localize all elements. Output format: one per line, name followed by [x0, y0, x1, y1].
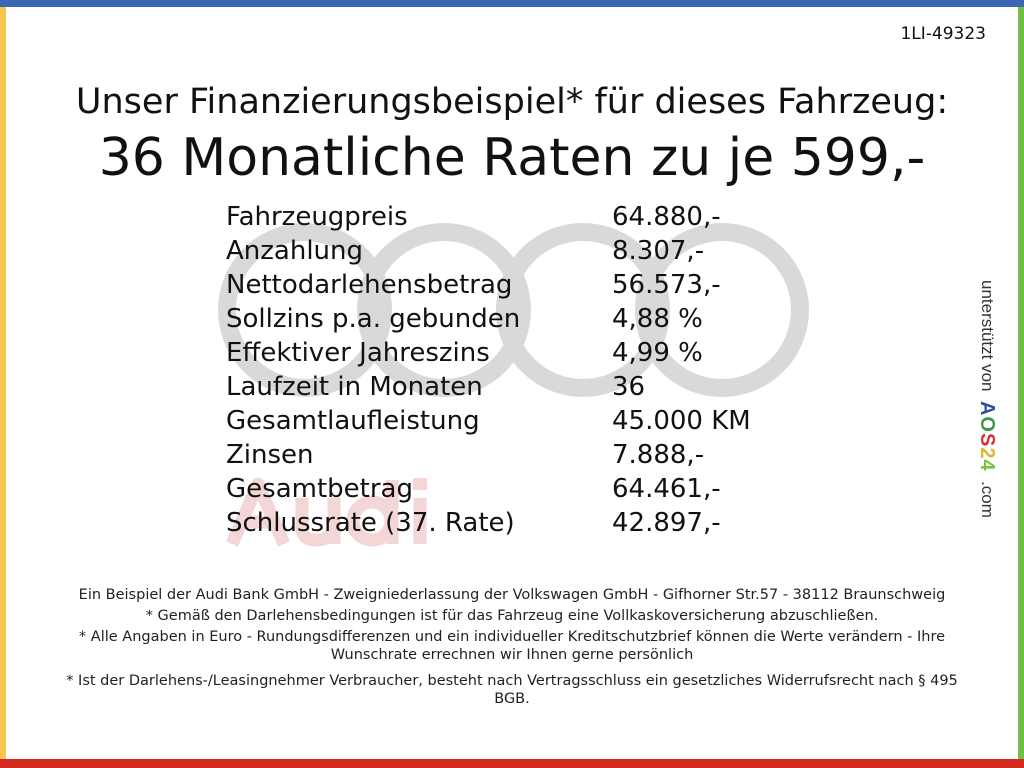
border-right: [1018, 7, 1024, 759]
audi-ring-icon: [635, 223, 809, 397]
audi-ring-icon: [357, 223, 531, 397]
table-row: Schlussrate (37. Rate) 42.897,-: [226, 506, 751, 540]
row-label: Fahrzeugpreis: [226, 202, 408, 232]
headline: Unser Finanzierungsbeispiel* für dieses …: [75, 82, 949, 122]
row-value: 7.888,-: [612, 440, 705, 470]
row-value: 42.897,-: [612, 508, 721, 538]
row-value: 36: [612, 372, 646, 402]
row-value: 64.461,-: [612, 474, 721, 504]
border-left: [0, 7, 6, 759]
financing-table: Fahrzeugpreis 64.880,- Anzahlung 8.307,- N…: [226, 200, 751, 540]
table-row: Zinsen 7.888,-: [226, 438, 751, 472]
reference-number: 1LI-49323: [900, 24, 986, 44]
row-value: 4,99 %: [612, 338, 703, 368]
border-top: [0, 0, 1024, 7]
row-label: Sollzins p.a. gebunden: [226, 304, 521, 334]
table-row: Gesamtlaufleistung 45.000 KM: [226, 404, 751, 438]
footer-line: Ein Beispiel der Audi Bank GmbH - Zweign…: [78, 587, 946, 603]
audi-wordmark: [226, 477, 427, 547]
row-label: Laufzeit in Monaten: [226, 372, 483, 402]
row-label: Effektiver Jahreszins: [226, 338, 490, 368]
audi-ring-icon: [218, 223, 392, 397]
audi-ring-icon: [496, 223, 670, 397]
row-value: 8.307,-: [612, 236, 705, 266]
row-value: 45.000 KM: [612, 406, 751, 436]
row-value: 56.573,-: [612, 270, 721, 300]
footer-line: * Ist der Darlehens-/Leasingnehmer Verbr…: [66, 673, 958, 707]
row-value: 64.880,-: [612, 202, 721, 232]
table-row: Laufzeit in Monaten 36: [226, 370, 751, 404]
supported-by-text: unterstützt von: [978, 280, 997, 392]
table-row: Nettodarlehensbetrag 56.573,-: [226, 268, 751, 302]
supported-by-domain: .com: [978, 481, 997, 518]
table-row: Anzahlung 8.307,-: [226, 234, 751, 268]
table-row: Effektiver Jahreszins 4,99 %: [226, 336, 751, 370]
table-row: Fahrzeugpreis 64.880,-: [226, 200, 751, 234]
table-row: Sollzins p.a. gebunden 4,88 %: [226, 302, 751, 336]
supported-by: unterstützt von AOS24 .com: [975, 280, 998, 518]
row-label: Nettodarlehensbetrag: [226, 270, 513, 300]
row-label: Gesamtlaufleistung: [226, 406, 480, 436]
row-label: Gesamtbetrag: [226, 474, 413, 504]
footer-line: * Alle Angaben in Euro - Rundungsdiffere…: [78, 629, 946, 663]
row-label: Schlussrate (37. Rate): [226, 508, 515, 538]
row-label: Zinsen: [226, 440, 314, 470]
monthly-rate-headline: 36 Monatliche Raten zu je 599,-: [98, 128, 926, 188]
aos24-logo: AOS24: [976, 400, 998, 472]
footer-line: * Gemäß den Darlehensbedingungen ist für…: [145, 608, 879, 624]
footer-disclaimer: Ein Beispiel der Audi Bank GmbH - Zweign…: [60, 586, 964, 711]
table-row: Gesamtbetrag 64.461,-: [226, 472, 751, 506]
row-label: Anzahlung: [226, 236, 364, 266]
border-bottom: [0, 759, 1024, 768]
row-value: 4,88 %: [612, 304, 703, 334]
